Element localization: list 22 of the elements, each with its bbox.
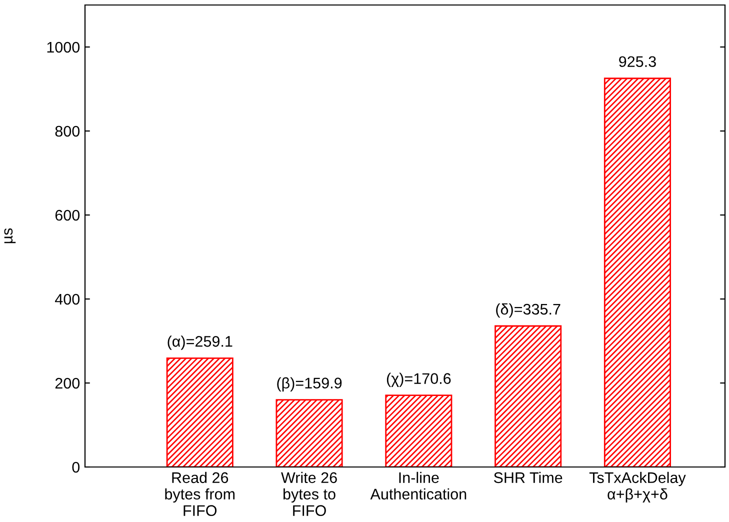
data-label: (χ)=170.6 xyxy=(386,372,451,388)
data-label: (β)=159.9 xyxy=(277,377,342,392)
y-tick-label: 0 xyxy=(72,462,80,473)
x-tick-label: Read 26 bytes from FIFO xyxy=(165,472,235,516)
bar xyxy=(604,78,671,467)
bar xyxy=(276,399,343,467)
y-tick-label: 1000 xyxy=(47,42,80,53)
x-tick-label: Write 26 bytes to FIFO xyxy=(281,472,337,516)
data-label: 925.3 xyxy=(619,56,656,68)
x-tick-label: TsTxAckDelay α+β+χ+δ xyxy=(589,472,686,503)
x-tick-label: SHR Time xyxy=(494,472,562,484)
data-label: (δ)=335.7 xyxy=(496,303,560,318)
data-label: (α)=259.1 xyxy=(168,336,232,350)
y-tick-label: 800 xyxy=(55,126,80,137)
bar xyxy=(385,394,452,467)
y-tick-label: 200 xyxy=(55,378,80,389)
y-tick-label: 400 xyxy=(55,294,80,305)
x-tick-label: In-line Authentication xyxy=(370,472,466,500)
y-tick-label: 600 xyxy=(55,210,80,221)
bar xyxy=(166,357,234,467)
bar xyxy=(494,325,562,467)
y-axis-title: µs xyxy=(4,228,16,244)
